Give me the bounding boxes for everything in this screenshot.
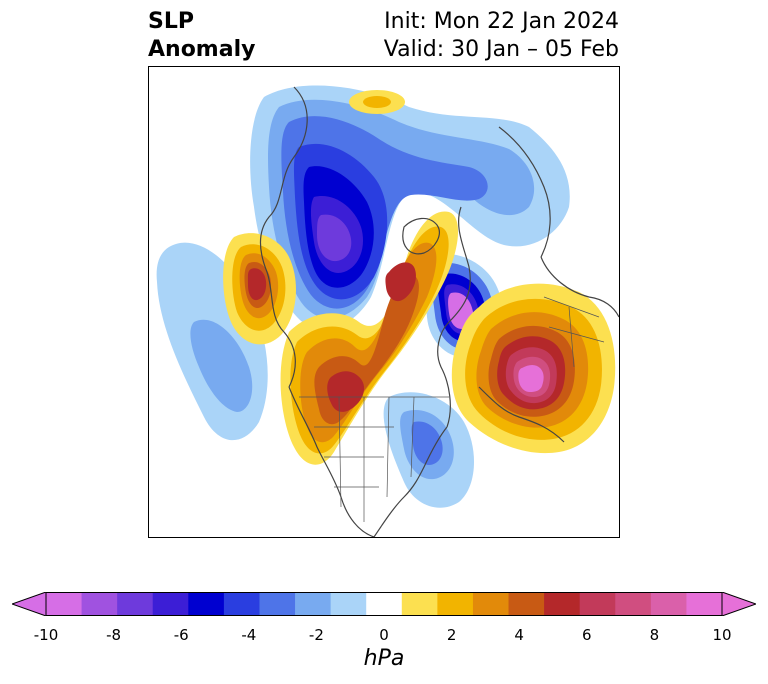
colorbar-tick-label: 0 [379, 626, 389, 644]
gulf-alaska-high-anomaly [223, 233, 296, 345]
map-svg [156, 85, 619, 537]
colorbar-tick-label: 8 [649, 626, 660, 644]
coastlines [259, 86, 619, 537]
colorbar-segment [295, 592, 332, 616]
colorbar-segment [472, 592, 510, 616]
colorbar-segment [544, 592, 581, 616]
atlantic-low-anomaly [383, 392, 475, 508]
borders [299, 296, 605, 522]
title-line-1: SLP [148, 9, 194, 34]
colorbar-tick-label: -6 [173, 626, 189, 644]
colorbar-tick-label: -2 [308, 626, 324, 644]
siberia-high-anomaly [349, 90, 405, 114]
colorbar-segment [686, 592, 723, 616]
colorbar-segment [615, 592, 652, 616]
colorbar-tick-label: -4 [241, 626, 257, 644]
init-date: Init: Mon 22 Jan 2024 [384, 9, 619, 34]
colorbar-segment [223, 592, 260, 616]
colorbar-segment [152, 592, 189, 616]
colorbar-extend-low [12, 592, 47, 616]
central-canada-high-anomaly [280, 211, 459, 465]
title-line-2: Anomaly [148, 37, 256, 62]
valid-range: Valid: 30 Jan – 05 Feb [383, 37, 619, 62]
colorbar-tick-label: 10 [712, 626, 732, 644]
colorbar-segment [81, 592, 118, 616]
arctic-canada-low-anomaly [250, 85, 570, 330]
colorbar-segment [46, 592, 83, 616]
colorbar-segment [366, 592, 403, 616]
colorbar [12, 592, 756, 616]
colorbar-segment [330, 592, 367, 616]
colorbar-segment [188, 592, 225, 616]
colorbar-extend-high [721, 592, 756, 616]
europe-high-anomaly [451, 283, 616, 454]
map-panel [148, 66, 620, 538]
colorbar-tick-label: -10 [33, 626, 59, 644]
colorbar-label: hPa [363, 646, 405, 671]
colorbar-border [45, 592, 723, 616]
colorbar-tick-label: 2 [446, 626, 457, 644]
colorbar-segment [579, 592, 616, 616]
colorbar-tick-label: 4 [514, 626, 524, 644]
colorbar-segment [508, 592, 545, 616]
colorbar-segment [117, 592, 154, 616]
colorbar-segment [259, 592, 296, 616]
colorbar-segment [437, 592, 474, 616]
chart-subtitle: Init: Mon 22 Jan 2024 Valid: 30 Jan – 05… [384, 8, 619, 64]
colorbar-tick-label: 6 [582, 626, 592, 644]
colorbar-segment [401, 592, 438, 616]
colorbar-tick-label: -8 [106, 626, 122, 644]
chart-title: SLP Anomaly [148, 8, 255, 64]
colorbar-segment [650, 592, 687, 616]
